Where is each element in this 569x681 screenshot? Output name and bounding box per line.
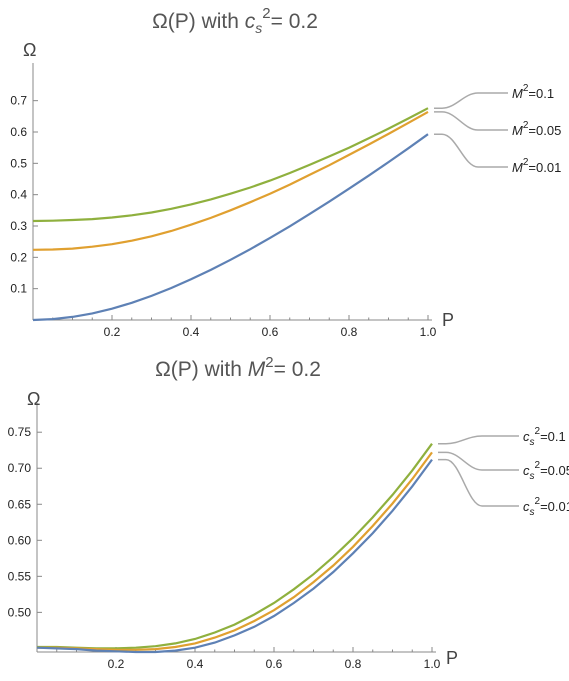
series-label-superscript: 2 (535, 460, 541, 471)
series-leader-line (434, 111, 508, 131)
series-label-text: =0.01 (540, 499, 569, 514)
x-tick-label: 1.0 (424, 657, 441, 671)
series-label: cs2=0.1 (523, 426, 566, 448)
chart-title: Ω(P) with cs2= 0.2 (152, 5, 318, 36)
title-variable: c (245, 10, 256, 33)
title-variable: M (248, 358, 266, 381)
series-label: M2=0.05 (512, 120, 561, 138)
x-tick-label: 0.4 (183, 325, 200, 339)
x-tick-label: 0.8 (345, 657, 362, 671)
y-tick-label: 0.4 (10, 188, 27, 202)
title-text: Ω(P) with (152, 10, 245, 33)
x-axis-label: P (442, 310, 454, 330)
series-line (32, 110, 429, 251)
series-label-variable: c (523, 499, 530, 514)
series-label: M2=0.01 (512, 157, 561, 175)
series-line (32, 133, 429, 322)
title-text: Ω(P) with (155, 358, 248, 381)
y-axis-label: Ω (23, 40, 36, 60)
series-leader-line (438, 435, 519, 445)
series-leader-line (438, 451, 519, 471)
x-tick-label: 1.0 (420, 325, 437, 339)
chart-title: Ω(P) with M2= 0.2 (155, 354, 321, 381)
series-leader-line (434, 92, 508, 109)
series-line (37, 451, 433, 651)
series-leader-line (438, 458, 519, 507)
title-text-end: = 0.2 (274, 358, 321, 381)
x-tick-label: 0.8 (341, 325, 358, 339)
series-label-variable: M (512, 86, 523, 101)
series-line (32, 107, 429, 223)
series-label-variable: c (523, 429, 530, 444)
series-label: cs2=0.01 (523, 496, 569, 518)
series-label-variable: c (523, 463, 530, 478)
y-tick-label: 0.75 (8, 425, 32, 439)
series-label-superscript: 2 (535, 426, 541, 437)
series-label-superscript: 2 (523, 83, 529, 94)
y-tick-label: 0.60 (8, 533, 32, 547)
x-tick-label: 0.6 (262, 325, 279, 339)
title-text-end: = 0.2 (271, 10, 318, 33)
y-axis-label: Ω (27, 389, 40, 409)
x-tick-label: 0.2 (104, 325, 121, 339)
x-tick-label: 0.4 (187, 657, 204, 671)
title-subscript: s (255, 20, 262, 36)
series-label-text: =0.1 (528, 86, 554, 101)
y-tick-label: 0.3 (10, 219, 27, 233)
series-leader-line (434, 133, 508, 168)
y-tick-label: 0.1 (10, 282, 27, 296)
series-label-subscript: s (530, 471, 535, 482)
series-label-text: =0.1 (540, 429, 566, 444)
series-label-text: =0.05 (528, 123, 561, 138)
series-label-subscript: s (530, 437, 535, 448)
series-label-variable: M (512, 123, 523, 138)
series-label-variable: M (512, 160, 523, 175)
y-tick-label: 0.2 (10, 250, 27, 264)
y-tick-label: 0.6 (10, 125, 27, 139)
series-label-text: =0.05 (540, 463, 569, 478)
y-tick-label: 0.7 (10, 94, 27, 108)
x-tick-label: 0.6 (266, 657, 283, 671)
series-label-superscript: 2 (535, 496, 541, 507)
y-tick-label: 0.70 (8, 461, 32, 475)
series-label: cs2=0.05 (523, 460, 569, 482)
y-tick-label: 0.65 (8, 497, 32, 511)
title-superscript: 2 (265, 354, 273, 371)
x-tick-label: 0.2 (108, 657, 125, 671)
x-axis-label: P (446, 648, 458, 668)
y-tick-label: 0.50 (8, 605, 32, 619)
title-superscript: 2 (262, 5, 270, 22)
series-label-subscript: s (530, 507, 535, 518)
series-line (36, 458, 433, 654)
y-tick-label: 0.55 (8, 569, 32, 583)
series-line (37, 443, 433, 650)
series-label-text: =0.01 (528, 160, 561, 175)
y-tick-label: 0.5 (10, 156, 27, 170)
series-label-superscript: 2 (523, 157, 529, 168)
series-label-superscript: 2 (523, 120, 529, 131)
series-label: M2=0.1 (512, 83, 554, 101)
